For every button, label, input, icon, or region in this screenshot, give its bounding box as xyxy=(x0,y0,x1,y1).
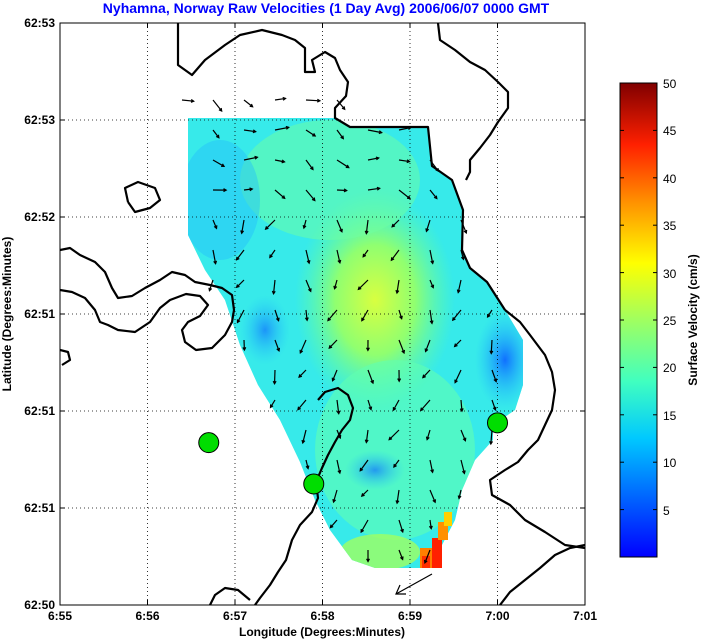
site-center-marker xyxy=(304,474,324,494)
colorbar xyxy=(620,83,657,557)
colorbar-tick-label: 30 xyxy=(663,267,677,281)
x-tick-label: 6:58 xyxy=(310,609,334,623)
figure-title: Nyhamna, Norway Raw Velocities (1 Day Av… xyxy=(103,0,550,16)
colorbar-tick-labels: 50 45 40 35 30 25 20 15 10 5 xyxy=(663,77,677,518)
colorbar-tick-label: 35 xyxy=(663,219,677,233)
x-tick-label: 6:57 xyxy=(223,609,247,623)
y-tick-label: 62:51 xyxy=(24,307,55,321)
y-tick-label: 62:50 xyxy=(24,598,55,612)
colorbar-tick-label: 25 xyxy=(663,314,677,328)
y-axis-label: Latitude (Degrees:Minutes) xyxy=(0,237,14,392)
y-tick-label: 62:53 xyxy=(24,113,55,127)
colorbar-label: Surface Velocity (cm/s) xyxy=(686,254,700,385)
colorbar-tick-label: 10 xyxy=(663,456,677,470)
x-tick-label: 6:59 xyxy=(398,609,422,623)
colorbar-tick-label: 40 xyxy=(663,172,677,186)
colorbar-tick-label: 45 xyxy=(663,124,677,138)
y-tick-label: 62:53 xyxy=(24,16,55,30)
y-tick-label: 62:51 xyxy=(24,501,55,515)
y-tick-label: 62:51 xyxy=(24,404,55,418)
colorbar-tick-label: 20 xyxy=(663,361,677,375)
x-tick-label: 7:01 xyxy=(573,609,597,623)
x-tick-label: 7:00 xyxy=(485,609,509,623)
site-east-marker xyxy=(488,413,508,433)
colorbar-tick-label: 15 xyxy=(663,409,677,423)
colorbar-tick-label: 5 xyxy=(663,504,670,518)
colorbar-tick-label: 50 xyxy=(663,77,677,91)
site-west-marker xyxy=(199,433,219,453)
x-axis-label: Longitude (Degrees:Minutes) xyxy=(239,625,405,639)
x-tick-labels: 6:55 6:56 6:57 6:58 6:59 7:00 7:01 xyxy=(48,609,597,623)
y-tick-label: 62:52 xyxy=(24,210,55,224)
y-tick-labels: 62:53 62:53 62:52 62:51 62:51 62:51 62:5… xyxy=(24,16,55,612)
x-tick-label: 6:56 xyxy=(135,609,159,623)
